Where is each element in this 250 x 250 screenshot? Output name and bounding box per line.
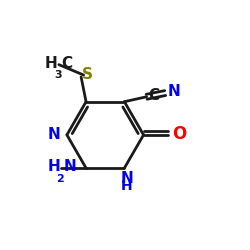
Text: N: N (167, 84, 180, 99)
Text: S: S (82, 67, 93, 82)
Text: 3: 3 (54, 70, 62, 80)
Text: N: N (63, 159, 76, 174)
Text: H: H (121, 179, 133, 193)
Text: O: O (172, 125, 186, 143)
Text: C: C (148, 88, 159, 103)
Text: N: N (48, 128, 61, 142)
Text: H: H (45, 56, 58, 71)
Text: N: N (120, 170, 133, 186)
Text: H: H (47, 159, 60, 174)
Text: 2: 2 (56, 174, 64, 184)
Text: C: C (61, 56, 72, 71)
